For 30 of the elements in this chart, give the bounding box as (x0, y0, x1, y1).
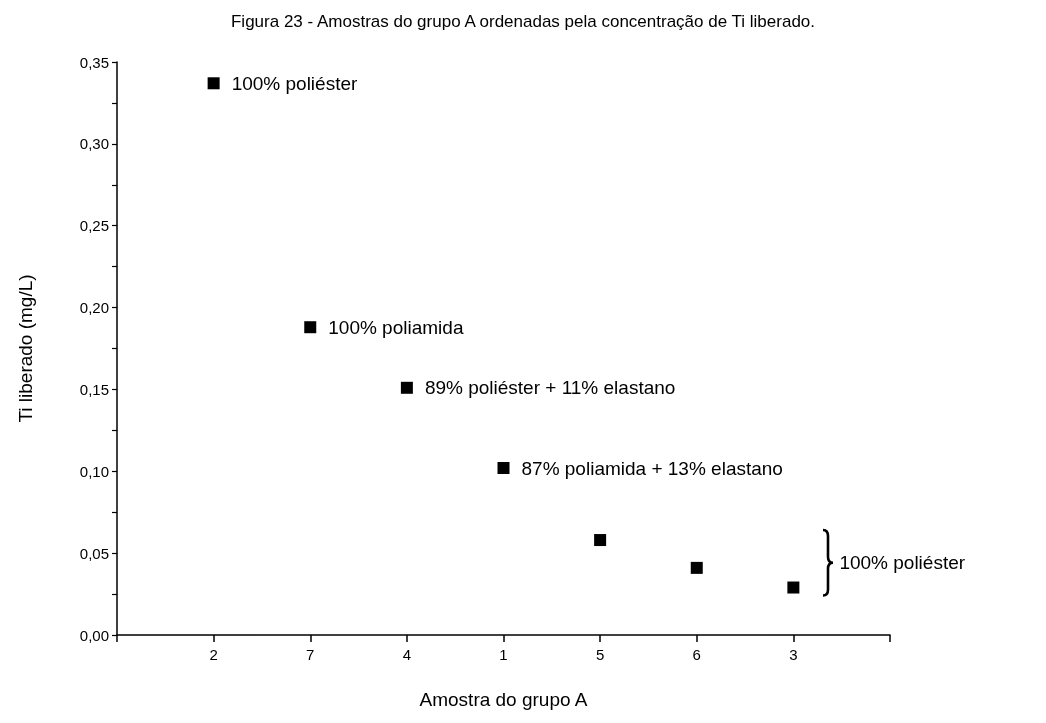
annotation: 100% poliéster (231, 72, 358, 94)
point (787, 581, 800, 594)
x-axis-title: Amostra do grupo A (419, 689, 588, 710)
y-axis-title: Ti liberado (mg/L) (15, 274, 36, 423)
x-tick-label: 7 (306, 646, 315, 663)
point (497, 462, 510, 475)
point (207, 77, 220, 90)
y-tick-label: 0,35 (79, 53, 109, 71)
point (304, 321, 317, 334)
y-tick-label: 0,25 (79, 217, 109, 235)
point (400, 381, 413, 394)
x-tick-label: 6 (692, 646, 701, 663)
x-tick-label: 3 (789, 646, 798, 663)
y-tick-label: 0,05 (79, 544, 109, 562)
point (594, 534, 607, 547)
y-tick-label: 0,10 (79, 462, 109, 480)
x-tick-label: 1 (499, 646, 508, 663)
annotation: 87% poliamida + 13% elastano (521, 457, 783, 479)
annotation: 89% poliéster + 11% elastano (424, 377, 676, 399)
y-tick-label: 0,30 (79, 135, 109, 153)
annotation: 100% poliamida (328, 316, 464, 338)
y-tick-label: 0,00 (79, 626, 109, 644)
chart-title: Figura 23 - Amostras do grupo A ordenadas pela concentração de Ti liberado. (230, 12, 816, 31)
point (690, 561, 703, 574)
x-tick-label: 5 (595, 646, 605, 663)
y-tick-label: 0,20 (79, 299, 109, 317)
y-tick-label: 0,15 (79, 380, 109, 398)
x-tick-label: 2 (209, 646, 218, 663)
annotation: 100% poliéster (839, 552, 966, 574)
x-tick-label: 4 (402, 646, 412, 663)
